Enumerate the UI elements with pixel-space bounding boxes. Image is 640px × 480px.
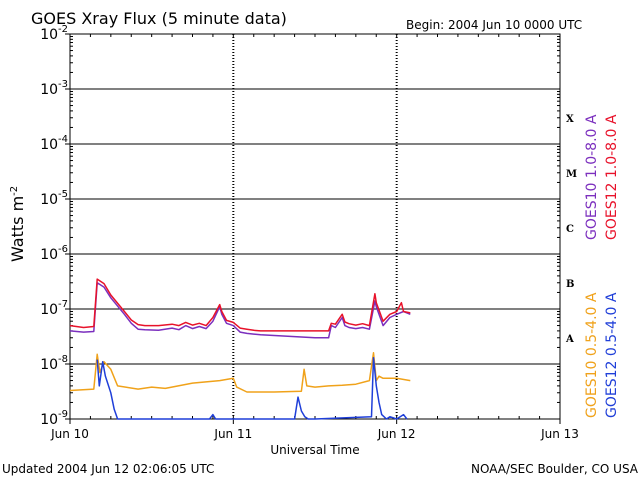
y-tick-label: 10-2 — [40, 24, 68, 43]
y-tick-label: 10-5 — [40, 189, 68, 208]
legend-long-channel: GOES10 1.0-8.0 A GOES12 1.0-8.0 A — [584, 114, 620, 240]
x-axis-label: Universal Time — [270, 443, 359, 457]
flare-class-label-x: X — [566, 114, 574, 125]
y-tick-label: 10-6 — [40, 244, 68, 263]
flare-class-label-m: M — [566, 169, 577, 180]
y-tick-label: 10-9 — [40, 409, 68, 428]
legend-entry: GOES10 1.0-8.0 A — [584, 114, 600, 240]
x-tick-label: Jun 12 — [377, 427, 416, 441]
flare-class-labels: A B C M X — [565, 114, 577, 345]
series-line-goes10-1-0-8-0-a — [69, 282, 411, 339]
series-line-goes12-0-5-4-0-a — [96, 356, 408, 420]
begin-label: Begin: 2004 Jun 10 0000 UTC — [406, 18, 582, 32]
y-axis-label: Watts m-2 — [8, 186, 27, 262]
y-tick-label: 10-7 — [40, 299, 68, 318]
y-tick-label: 10-8 — [40, 354, 68, 373]
series-lines — [69, 278, 411, 420]
x-tick-label: Jun 11 — [213, 427, 252, 441]
y-tick-label: 10-4 — [40, 134, 68, 153]
x-tick-label: Jun 10 — [50, 427, 89, 441]
legend-short-channel: GOES10 0.5-4.0 A GOES12 0.5-4.0 A — [584, 292, 620, 418]
x-tick-label: Jun 13 — [540, 427, 579, 441]
flare-class-label-a: A — [565, 334, 574, 345]
chart-title: GOES Xray Flux (5 minute data) — [31, 9, 287, 28]
footer-updated: Updated 2004 Jun 12 02:06:05 UTC — [2, 462, 214, 476]
series-line-goes12-1-0-8-0-a — [69, 278, 411, 332]
flare-class-label-b: B — [566, 279, 574, 290]
legend-entry: GOES10 0.5-4.0 A — [584, 292, 600, 418]
y-tick-label: 10-3 — [40, 79, 68, 98]
plot-frame — [69, 33, 561, 420]
grid-lines — [70, 34, 560, 419]
y-axis-ticks: 10-9 10-8 10-7 10-6 10-5 10-4 10-3 10-2 — [40, 24, 560, 428]
legend-entry: GOES12 0.5-4.0 A — [604, 292, 620, 418]
legend-entry: GOES12 1.0-8.0 A — [604, 114, 620, 240]
footer-credit: NOAA/SEC Boulder, CO USA — [471, 462, 639, 476]
flare-class-label-c: C — [566, 224, 574, 235]
